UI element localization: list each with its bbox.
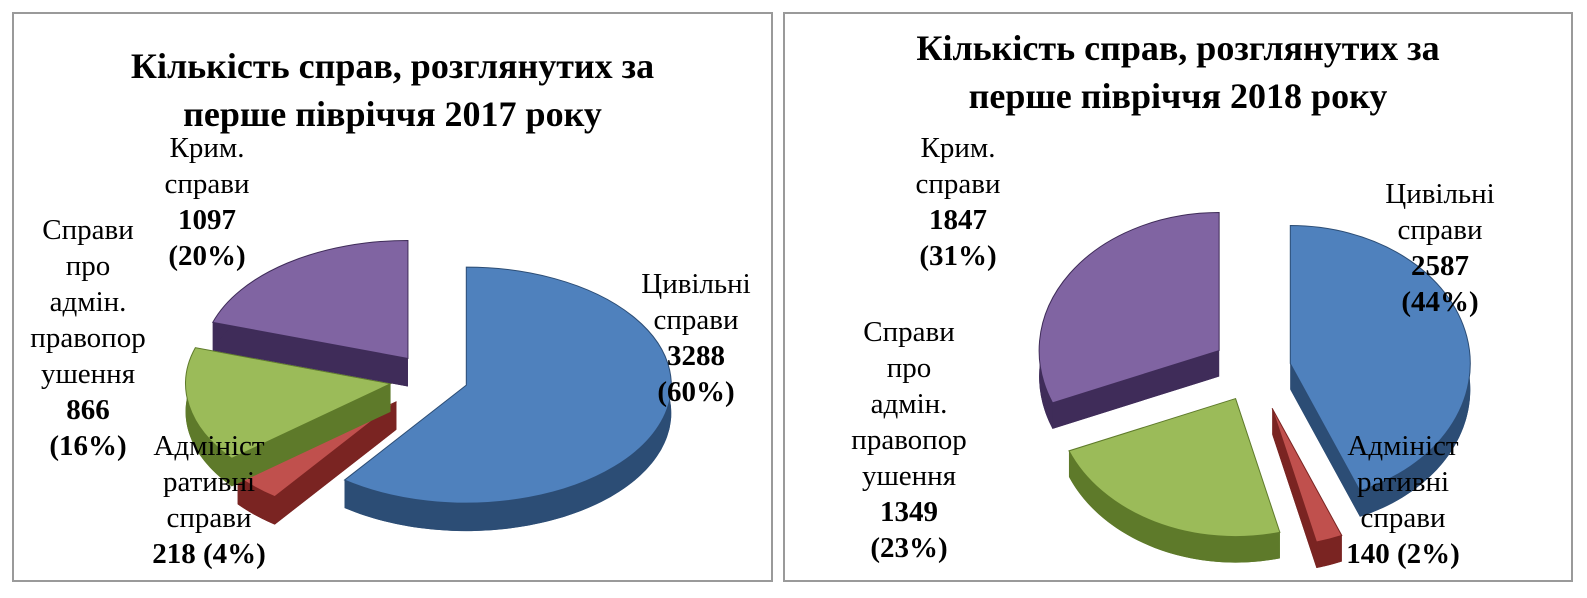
slice-name-line: ушення xyxy=(40,358,136,390)
slice-label-crim: Крим. справи 1847 (31%) xyxy=(893,130,1023,274)
slice-rim-civil xyxy=(344,267,672,532)
slice-name-line: правопор xyxy=(851,424,967,456)
slice-rim-admin xyxy=(237,476,275,525)
slice-value: 1847 xyxy=(929,204,987,236)
slice-wall-civil xyxy=(1290,225,1360,517)
pie-slice-crim xyxy=(211,239,409,387)
slice-name-line: справи xyxy=(164,168,250,200)
slice-top-civil xyxy=(343,266,672,504)
slice-top-crim xyxy=(1038,212,1220,404)
slice-rim-admin xyxy=(1316,535,1342,569)
slice-percent: (23%) xyxy=(870,532,948,564)
slice-name-line: Справи xyxy=(863,316,955,348)
slice-wall-crim xyxy=(1052,212,1220,429)
slice-name-line: Цивільні xyxy=(641,268,751,300)
slice-name-line: про xyxy=(65,250,111,282)
slice-top-civil xyxy=(1289,225,1471,492)
slice-name-line: правопор xyxy=(30,322,146,354)
chart-title-line: перше півріччя 2018 року xyxy=(968,76,1388,116)
chart-title-line: Кількість справ, розглянутих за xyxy=(916,28,1440,68)
slice-rim-offense xyxy=(185,347,232,487)
pie-chart xyxy=(185,239,672,532)
slice-top-offense xyxy=(185,347,393,459)
slice-value: 1097 xyxy=(178,204,236,236)
slice-rim-offense xyxy=(1068,450,1280,563)
slice-name-line: Адмініст xyxy=(1347,430,1459,462)
slice-percent: (60%) xyxy=(657,376,735,408)
pie-chart xyxy=(1038,212,1471,569)
slice-percent: (2%) xyxy=(1396,538,1460,570)
slice-value: 866 xyxy=(66,394,110,426)
slice-percent: (4%) xyxy=(202,538,266,570)
slice-label-offense: Справи про адмін. правопор ушення 866 (1… xyxy=(14,212,162,464)
slice-name-line: Справи xyxy=(42,214,134,246)
slice-name-line: про xyxy=(886,352,932,384)
slice-name-line: справи xyxy=(1397,214,1483,246)
slice-percent: (20%) xyxy=(168,240,246,272)
slice-percent: (31%) xyxy=(919,240,997,272)
slice-name-line: справи xyxy=(1360,502,1446,534)
slice-name-line: Цивільні xyxy=(1385,178,1495,210)
slice-name-line: справи xyxy=(166,502,252,534)
slice-name-line: Крим. xyxy=(920,132,996,164)
slice-name-line: справи xyxy=(915,168,1001,200)
slice-top-offense xyxy=(1068,397,1281,538)
chart-title: Кількість справ, розглянутих за перше пі… xyxy=(785,24,1571,120)
chart-title-line: перше півріччя 2017 року xyxy=(183,94,602,134)
pie-slice-crim xyxy=(1038,212,1220,429)
chart-panel-2017: Кількість справ, розглянутих за перше пі… xyxy=(12,12,773,582)
slice-value: 218 xyxy=(152,538,196,570)
slice-name-line: адмін. xyxy=(49,286,127,318)
slice-percent: (16%) xyxy=(49,430,127,462)
slice-top-crim xyxy=(211,239,409,360)
slice-label-crim: Крим. справи 1097 (20%) xyxy=(142,130,272,274)
slice-top-admin xyxy=(1271,408,1343,543)
slice-name-line: ративні xyxy=(1356,466,1450,498)
slice-value: 1349 xyxy=(880,496,938,528)
slice-wall-crim xyxy=(212,240,408,387)
slice-name-line: адмін. xyxy=(870,388,948,420)
chart-panel-2018: Кількість справ, розглянутих за перше пі… xyxy=(783,12,1573,582)
pie-slice-offense xyxy=(1068,397,1281,563)
slice-name-line: ративні xyxy=(162,466,256,498)
slice-percent: (44%) xyxy=(1401,286,1479,318)
slice-value: 3288 xyxy=(667,340,725,372)
slice-label-admin: Адмініст ративні справи 140 (2%) xyxy=(1323,428,1483,572)
slice-label-admin: Адмініст ративні справи 218 (4%) xyxy=(129,428,289,572)
slice-name-line: Крим. xyxy=(169,132,245,164)
chart-title-line: Кількість справ, розглянутих за xyxy=(130,46,655,86)
chart-title: Кількість справ, розглянутих за перше пі… xyxy=(14,42,771,138)
slice-value: 140 xyxy=(1346,538,1390,570)
pie-slice-admin xyxy=(1271,408,1343,569)
slice-value: 2587 xyxy=(1411,250,1469,282)
pie-slice-civil xyxy=(343,266,672,532)
slice-name-line: справи xyxy=(653,304,739,336)
slice-label-civil: Цивільні справи 3288 (60%) xyxy=(626,266,766,410)
slice-name-line: ушення xyxy=(861,460,957,492)
pie-slice-civil xyxy=(1289,225,1471,517)
pie-slice-offense xyxy=(185,347,393,487)
slice-label-civil: Цивільні справи 2587 (44%) xyxy=(1365,176,1515,320)
slice-label-offense: Справи про адмін. правопор ушення 1349 (… xyxy=(835,314,983,566)
slice-name-line: Адмініст xyxy=(153,430,265,462)
